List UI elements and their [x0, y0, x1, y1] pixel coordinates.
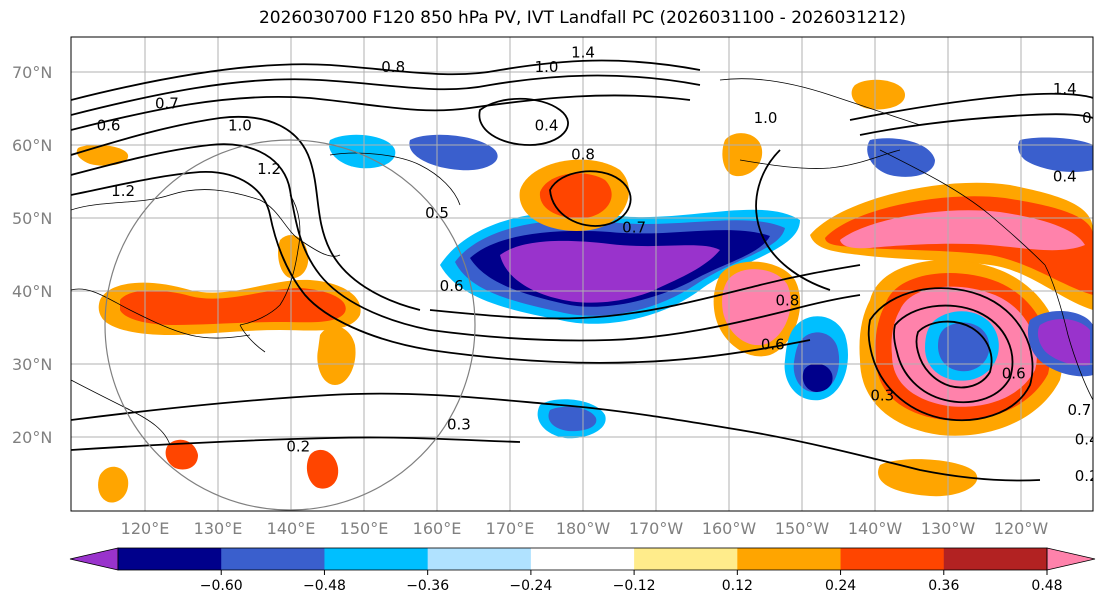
lon-label-140w: 140°W [848, 519, 903, 538]
projection-circle [104, 139, 476, 511]
colorbar-tick-label: −0.12 [613, 578, 656, 594]
longitude-labels: 120°E 130°E 140°E 150°E 160°E 170°E 180°… [121, 519, 1049, 538]
map-border [70, 36, 1094, 512]
colorbar-segment [530, 548, 635, 570]
contour-label: 1.0 [228, 116, 252, 134]
contour-label: 0.7 [155, 95, 179, 113]
plot-title: 2026030700 F120 850 hPa PV, IVT Landfall… [258, 8, 906, 28]
alaska-orange-blob [851, 79, 905, 110]
lon-label-160e: 160°E [413, 519, 462, 538]
contour-label: 0.7 [622, 219, 646, 237]
contour-label: 0.5 [425, 204, 449, 222]
colorbar-tick-label: −0.60 [200, 578, 243, 594]
south-orange-blob-2 [165, 439, 198, 470]
positive-anomaly-blob-inner [539, 173, 612, 219]
lon-label-160w: 160°W [702, 519, 757, 538]
colorbar-tick-label: −0.24 [509, 578, 552, 594]
colorbar-outline [117, 547, 1048, 571]
contour-label: 0.4 [1075, 430, 1099, 448]
lon-label-150e: 150°E [340, 519, 389, 538]
contour-label: 1.2 [257, 160, 281, 178]
contour-label: 1.0 [754, 109, 778, 127]
contour-label: 0.4 [535, 116, 559, 134]
lat-label-70n: 70°N [12, 63, 52, 82]
latitude-labels: 70°N 60°N 50°N 40°N 30°N 20°N [12, 63, 52, 447]
contour-label: 0.2 [1075, 467, 1099, 485]
contour-label: 0.8 [381, 58, 405, 76]
colorbar-tick-label: 0.48 [1031, 578, 1062, 594]
colorbar-arrow-right [1046, 547, 1096, 571]
colorbar-segment [737, 548, 842, 570]
contour-label: 1.2 [111, 182, 135, 200]
north-blue-blob-2 [409, 134, 498, 171]
lon-label-170w: 170°W [629, 519, 684, 538]
contour-label: 0.2 [286, 438, 310, 456]
lon-label-130w: 130°W [921, 519, 976, 538]
lon-label-130e: 130°E [194, 519, 243, 538]
contour-label: 0.3 [870, 387, 894, 405]
north-blue-blob-3 [867, 138, 935, 177]
contour-label: 0.8 [1082, 109, 1105, 127]
colorbar-segment [427, 548, 532, 570]
colorbar-segment [221, 548, 325, 570]
north-blue-blob-4 [1017, 137, 1093, 172]
contour-label: 1.4 [571, 43, 595, 61]
lat-label-20n: 20°N [12, 428, 52, 447]
colorbar-arrow-left [69, 547, 119, 571]
colorbar-tick-label: −0.36 [406, 578, 449, 594]
contour-lines [71, 59, 1093, 482]
lon-label-120e: 120°E [121, 519, 170, 538]
south-orange-blob-3 [306, 449, 339, 489]
contour-label: 0.8 [571, 146, 595, 164]
contour-label: 0.7 [1067, 401, 1091, 419]
lat-label-50n: 50°N [12, 209, 52, 228]
japan-positive-blob [278, 235, 309, 279]
subtropical-orange-blob [317, 326, 356, 385]
lon-label-120w: 120°W [994, 519, 1049, 538]
colorbar: −0.60 −0.48 −0.36 −0.24 −0.12 0.12 0.24 0.36 0.4… [69, 547, 1096, 594]
cyclone-core-navy [938, 322, 990, 372]
colorbar-segment [943, 548, 1048, 570]
contour-label: 1.0 [535, 58, 559, 76]
contour-label: 0.6 [1002, 365, 1026, 383]
south-blue-blob-inner [548, 406, 597, 432]
east-negative-blob-core [1037, 318, 1090, 366]
lon-label-170e: 170°E [486, 519, 535, 538]
contour-label: 0.3 [447, 416, 471, 434]
colorbar-segment [118, 548, 222, 570]
contour-label-layer: 1.4 1.0 0.8 0.4 0.6 0.7 1.0 1.2 1.2 0.8 0.5 0.7 1.0 0… [97, 43, 1105, 485]
contour-label: 0.6 [97, 116, 121, 134]
contour-label: 0.6 [440, 277, 464, 295]
coastlines [71, 78, 1093, 446]
contour-label: 0.8 [775, 292, 799, 310]
colorbar-tick-label: 0.12 [722, 578, 753, 594]
map-content: 1.4 1.0 0.8 0.4 0.6 0.7 1.0 1.2 1.2 0.8 0.5 0.7 1.0 0… [71, 37, 1105, 511]
contour-label: 0.6 [761, 335, 785, 353]
lon-label-150w: 150°W [775, 519, 830, 538]
colorbar-segment [634, 548, 738, 570]
subtropical-negative-blob-core [802, 363, 833, 392]
south-orange-blob-4 [878, 459, 978, 497]
colorbar-tick-label: 0.36 [928, 578, 959, 594]
lat-label-40n: 40°N [12, 282, 52, 301]
lat-label-60n: 60°N [12, 136, 52, 155]
contour-label: 0.4 [1053, 168, 1077, 186]
north-blue-blob-1 [329, 134, 396, 169]
colorbar-tick-label: −0.48 [303, 578, 346, 594]
west-pacific-positive-band-red [120, 288, 346, 325]
lon-label-140e: 140°E [267, 519, 316, 538]
contour-label: 1.4 [1053, 80, 1077, 98]
lon-label-180w: 180°W [556, 519, 611, 538]
central-pacific-pink-inner [722, 269, 791, 346]
ne-pacific-positive-band-pink [840, 210, 1085, 251]
colorbar-tick-label: 0.24 [825, 578, 856, 594]
negative-anomaly-band-max [500, 240, 720, 303]
south-orange-blob-1 [98, 466, 129, 503]
lat-label-30n: 30°N [12, 355, 52, 374]
colorbar-segment [840, 548, 945, 570]
colorbar-segment [324, 548, 429, 570]
bering-orange-blob [722, 133, 763, 177]
shaded-field [76, 79, 1093, 503]
